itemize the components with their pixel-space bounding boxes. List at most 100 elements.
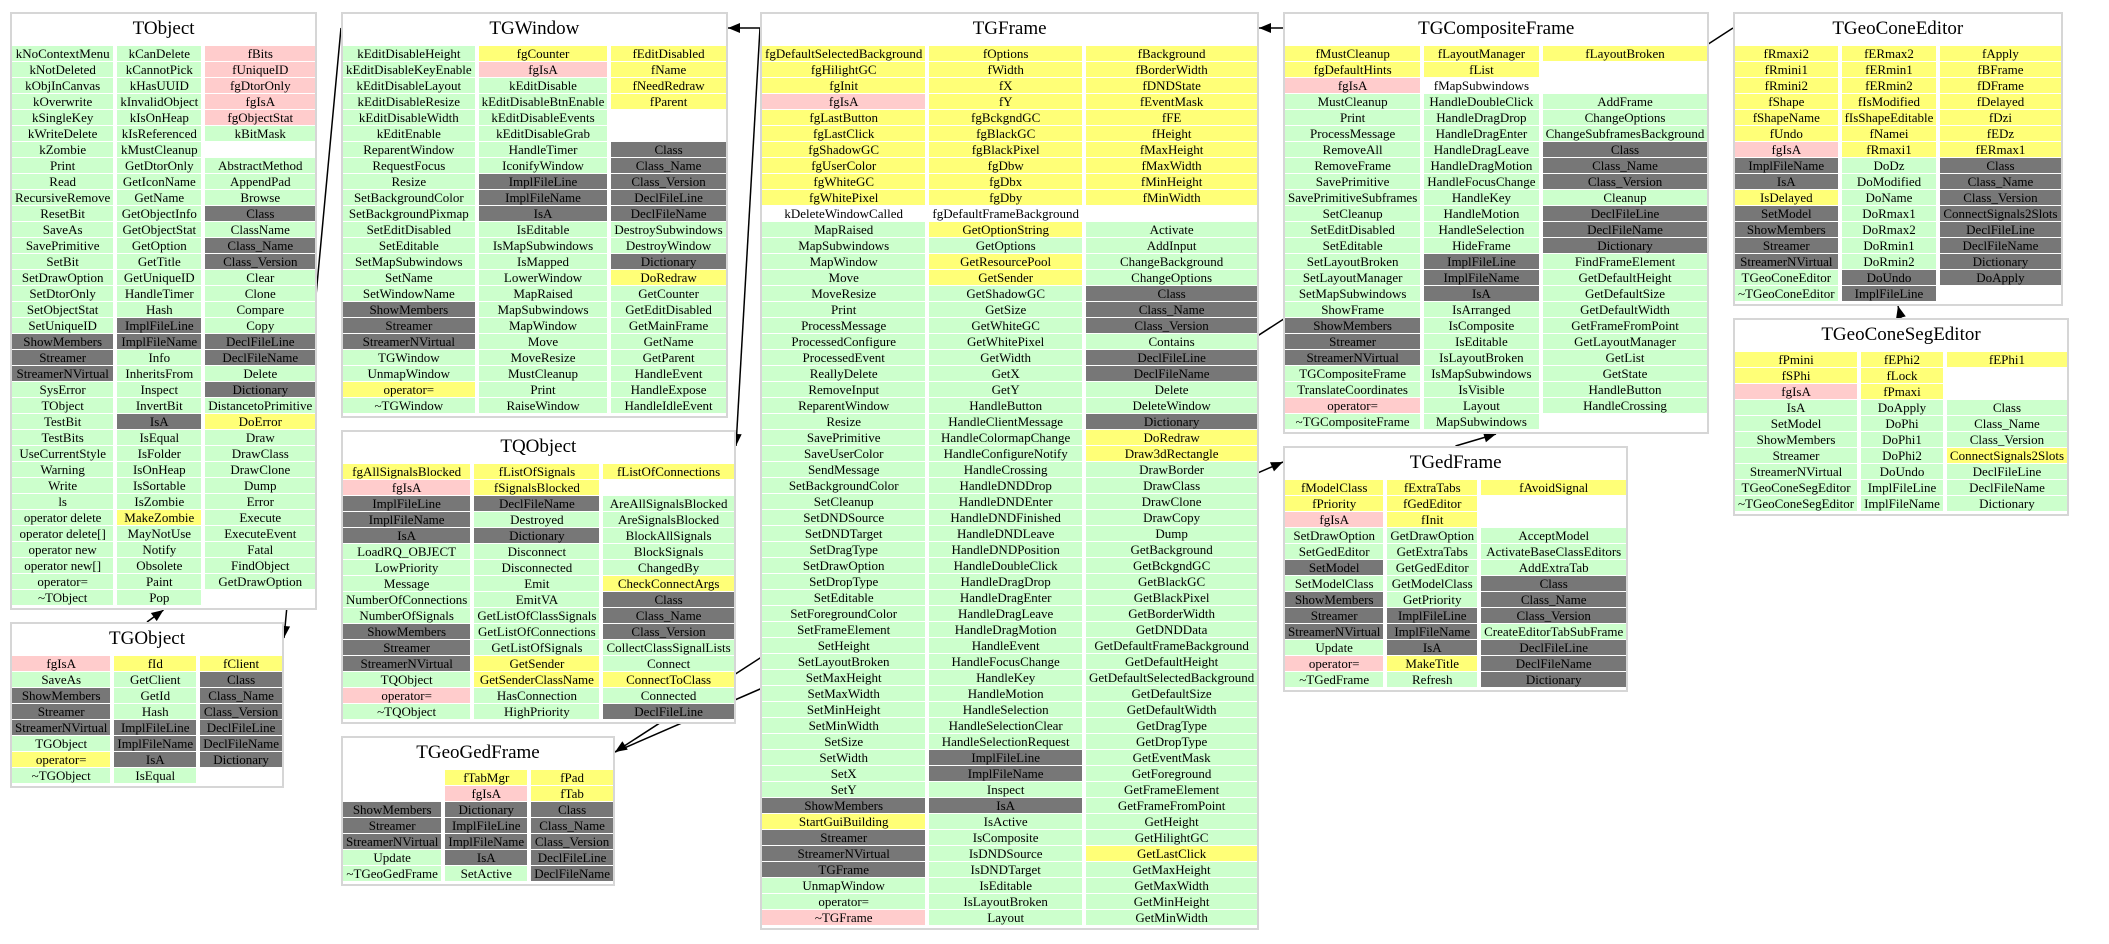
member-cell: fPad xyxy=(531,770,613,785)
method-cell: DrawClass xyxy=(205,446,316,461)
inherited-meta-cell: DeclFileLine xyxy=(611,190,726,205)
method-cell: GetIconName xyxy=(117,174,202,189)
member-cell: fNeedRedraw xyxy=(611,78,726,93)
method-cell: SetCleanup xyxy=(762,494,926,509)
method-cell: HandleCrossing xyxy=(929,462,1082,477)
method-cell: HandleTimer xyxy=(478,142,608,157)
class-box-tgobject: TGObject fgIsA SaveAs ShowMembers Streamer St… xyxy=(10,622,284,788)
inherited-meta-cell: ShowMembers xyxy=(343,624,471,639)
method-cell: GetBorderWidth xyxy=(1085,606,1258,621)
member-cell: fMaxWidth xyxy=(1085,158,1258,173)
member-cell: fBFrame xyxy=(1940,62,2061,77)
static-member-cell: fgObjectStat xyxy=(205,110,316,125)
inheritance-arrowhead-icon xyxy=(728,23,740,33)
method-cell: GetTitle xyxy=(117,254,202,269)
inherited-meta-cell: ShowMembers xyxy=(343,302,475,317)
method-cell: GetWhiteGC xyxy=(929,318,1082,333)
member-cell: GetSenderClassName xyxy=(474,672,600,687)
member-cell: fPmaxi xyxy=(1861,384,1943,399)
inherited-meta-cell: ImplFileName xyxy=(1387,624,1478,639)
member-grid: fRmaxi2 fRmini1 fRmini2 fShape fShapeName fUn… xyxy=(1735,46,2061,301)
method-cell: DeclFileLine xyxy=(1946,464,2068,479)
method-cell: GetDefaultFrameBackground xyxy=(1085,638,1258,653)
member-cell: fX xyxy=(929,78,1082,93)
method-cell: SetHeight xyxy=(762,638,926,653)
inherited-meta-cell: Class_Name xyxy=(1940,174,2061,189)
method-cell: GetMinHeight xyxy=(1085,894,1258,909)
inherited-meta-cell: Class_Name xyxy=(1481,592,1627,607)
method-cell: SetMapSubwindows xyxy=(1285,286,1421,301)
method-cell: kCannotPick xyxy=(117,62,202,77)
static-member-cell: operator= xyxy=(343,688,471,703)
method-cell: SetEditable xyxy=(762,590,926,605)
method-cell: TranslateCoordinates xyxy=(1285,382,1421,397)
member-cell: fgDefaultSelectedBackground xyxy=(762,46,926,61)
member-cell: fShapeName xyxy=(1735,110,1838,125)
inherited-meta-cell: ConnectSignals2Slots xyxy=(1940,206,2061,221)
inherited-meta-cell: Dictionary xyxy=(205,382,316,397)
method-cell: Browse xyxy=(205,190,316,205)
method-cell: SavePrimitive xyxy=(1285,174,1421,189)
method-cell: GetListOfSignals xyxy=(474,640,600,655)
inherited-meta-cell: Class_Version xyxy=(1085,318,1258,333)
method-cell: HandleDoubleClick xyxy=(1424,94,1539,109)
member-cell: fERmax2 xyxy=(1841,46,1937,61)
method-cell: SetMaxHeight xyxy=(762,670,926,685)
method-cell: DoName xyxy=(1841,190,1937,205)
inherited-meta-cell: Class_Version xyxy=(205,254,316,269)
method-cell: Write xyxy=(12,478,114,493)
method-cell: ~TGWindow xyxy=(343,398,475,413)
method-cell: kZombie xyxy=(12,142,114,157)
method-cell: TGObject xyxy=(12,736,111,751)
method-cell: DoPhi1 xyxy=(1861,432,1943,447)
method-cell: GetFrameFromPoint xyxy=(1085,798,1258,813)
inheritance-arrowhead-icon xyxy=(1483,432,1496,443)
inherited-meta-cell: ShowMembers xyxy=(343,802,442,817)
method-cell: ClassName xyxy=(205,222,316,237)
member-cell: fLock xyxy=(1861,368,1943,383)
inherited-meta-cell: Class_Version xyxy=(531,834,613,849)
method-cell: ProcessMessage xyxy=(1285,126,1421,141)
member-cell: GetLastClick xyxy=(1085,846,1258,861)
inherited-meta-cell: StreamerNVirtual xyxy=(12,720,111,735)
method-cell: Paint xyxy=(117,574,202,589)
method-cell: IsEqual xyxy=(117,430,202,445)
inherited-meta-cell: StreamerNVirtual xyxy=(1285,350,1421,365)
inherited-meta-cell: DeclFileLine xyxy=(1481,640,1627,655)
empty-cell xyxy=(603,480,733,495)
method-cell: Draw xyxy=(205,430,316,445)
inherited-meta-cell: Class_Name xyxy=(1542,158,1708,173)
method-cell: ImplFileLine xyxy=(1861,480,1943,495)
method-cell: SetSize xyxy=(762,734,926,749)
method-cell: kIsReferenced xyxy=(117,126,202,141)
method-cell: Compare xyxy=(205,302,316,317)
method-cell: SetDtorOnly xyxy=(12,286,114,301)
class-box-tobject: TObject kNoContextMenu kNotDeleted kObjInCa… xyxy=(10,12,318,610)
member-cell: fListOfConnections xyxy=(603,464,734,479)
method-cell: ~TGCompositeFrame xyxy=(1285,414,1421,429)
static-member-cell: fgDtorOnly xyxy=(205,78,316,93)
inherited-meta-cell: ShowMembers xyxy=(1285,592,1384,607)
inherited-meta-cell: Class xyxy=(200,672,282,687)
method-cell: Delete xyxy=(1085,382,1258,397)
method-cell: ls xyxy=(12,494,114,509)
method-cell: kEditDisableKeyEnable xyxy=(343,62,475,77)
empty-cell xyxy=(1086,206,1257,221)
inherited-meta-cell: Class_Version xyxy=(1542,174,1708,189)
inherited-meta-cell: StreamerNVirtual xyxy=(343,334,475,349)
member-cell: fMinWidth xyxy=(1085,190,1258,205)
inherited-meta-cell: IsA xyxy=(445,850,528,865)
method-cell: operator= xyxy=(12,574,114,589)
inherited-meta-cell: IsA xyxy=(114,752,197,767)
method-cell: MapSubwindows xyxy=(1424,414,1539,429)
method-cell: Contains xyxy=(1085,334,1258,349)
member-cell: fRmini1 xyxy=(1735,62,1838,77)
inherited-meta-cell: DeclFileName xyxy=(1085,366,1258,381)
method-cell: SetDNDSource xyxy=(762,510,926,525)
static-member-cell: fUniqueID xyxy=(205,62,316,77)
method-cell: ProcessedConfigure xyxy=(762,334,926,349)
method-cell: MapWindow xyxy=(762,254,926,269)
method-cell: Disconnect xyxy=(474,544,600,559)
member-grid: fgIsA SaveAs ShowMembers Streamer StreamerNV… xyxy=(12,656,282,783)
method-cell: kEditDisableBtnEnable xyxy=(478,94,608,109)
